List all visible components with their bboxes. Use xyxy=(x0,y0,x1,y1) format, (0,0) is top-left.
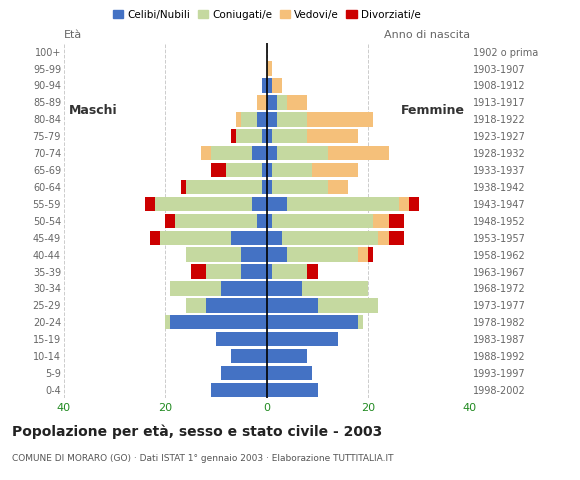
Bar xyxy=(267,197,287,211)
Bar xyxy=(374,214,389,228)
Text: Anno di nascita: Anno di nascita xyxy=(384,30,470,40)
Bar xyxy=(165,315,171,329)
Bar xyxy=(267,129,272,144)
Bar xyxy=(150,230,160,245)
Bar xyxy=(287,248,358,262)
Bar xyxy=(262,129,267,144)
Bar xyxy=(389,230,404,245)
Bar xyxy=(160,230,231,245)
Bar xyxy=(262,180,267,194)
Bar xyxy=(328,180,348,194)
Bar xyxy=(216,332,267,347)
Bar xyxy=(368,248,374,262)
Bar xyxy=(358,315,363,329)
Bar xyxy=(267,78,272,93)
Bar xyxy=(267,146,277,160)
Bar xyxy=(272,129,307,144)
Bar xyxy=(287,95,307,109)
Bar xyxy=(267,248,287,262)
Bar xyxy=(241,248,267,262)
Bar xyxy=(211,163,226,177)
Bar xyxy=(272,214,374,228)
Bar xyxy=(398,197,409,211)
Bar xyxy=(231,230,267,245)
Bar xyxy=(307,112,374,127)
Bar xyxy=(277,112,307,127)
Bar xyxy=(171,315,267,329)
Bar xyxy=(267,366,313,380)
Bar xyxy=(191,264,206,279)
Bar xyxy=(267,230,282,245)
Bar xyxy=(206,264,241,279)
Bar xyxy=(186,180,262,194)
Bar xyxy=(186,298,206,312)
Text: COMUNE DI MORARO (GO) · Dati ISTAT 1° gennaio 2003 · Elaborazione TUTTITALIA.IT: COMUNE DI MORARO (GO) · Dati ISTAT 1° ge… xyxy=(12,454,393,463)
Bar xyxy=(236,129,262,144)
Bar xyxy=(221,281,267,296)
Bar xyxy=(267,163,272,177)
Bar xyxy=(145,197,155,211)
Bar xyxy=(267,61,272,76)
Bar xyxy=(180,180,186,194)
Text: Femmine: Femmine xyxy=(401,104,465,117)
Text: Maschi: Maschi xyxy=(69,104,118,117)
Bar xyxy=(307,129,358,144)
Bar xyxy=(165,214,175,228)
Bar xyxy=(358,248,368,262)
Bar xyxy=(389,214,404,228)
Bar xyxy=(277,146,328,160)
Legend: Celibi/Nubili, Coniugati/e, Vedovi/e, Divorziati/e: Celibi/Nubili, Coniugati/e, Vedovi/e, Di… xyxy=(109,5,425,24)
Bar xyxy=(262,78,267,93)
Bar xyxy=(241,264,267,279)
Bar xyxy=(236,112,241,127)
Bar xyxy=(221,366,267,380)
Bar xyxy=(211,146,252,160)
Bar xyxy=(241,112,256,127)
Bar xyxy=(155,197,252,211)
Bar xyxy=(211,383,267,397)
Bar xyxy=(186,248,241,262)
Bar xyxy=(277,95,287,109)
Bar xyxy=(378,230,389,245)
Text: Popolazione per età, sesso e stato civile - 2003: Popolazione per età, sesso e stato civil… xyxy=(12,425,382,439)
Bar xyxy=(256,95,267,109)
Bar xyxy=(272,163,313,177)
Bar xyxy=(307,264,317,279)
Bar xyxy=(328,146,389,160)
Bar xyxy=(267,180,272,194)
Bar xyxy=(267,112,277,127)
Bar xyxy=(171,281,221,296)
Bar xyxy=(267,95,277,109)
Bar xyxy=(267,332,338,347)
Bar xyxy=(287,197,398,211)
Bar xyxy=(409,197,419,211)
Bar xyxy=(267,298,317,312)
Bar xyxy=(252,197,267,211)
Bar xyxy=(272,180,328,194)
Bar xyxy=(256,214,267,228)
Bar xyxy=(226,163,262,177)
Text: Età: Età xyxy=(64,30,82,40)
Bar xyxy=(267,315,358,329)
Bar xyxy=(302,281,368,296)
Bar xyxy=(201,146,211,160)
Bar xyxy=(267,383,317,397)
Bar xyxy=(282,230,378,245)
Bar xyxy=(252,146,267,160)
Bar xyxy=(231,129,236,144)
Bar xyxy=(313,163,358,177)
Bar xyxy=(175,214,256,228)
Bar xyxy=(267,264,272,279)
Bar xyxy=(317,298,378,312)
Bar xyxy=(267,349,307,363)
Bar xyxy=(262,163,267,177)
Bar xyxy=(272,78,282,93)
Bar xyxy=(206,298,267,312)
Bar xyxy=(267,281,302,296)
Bar xyxy=(272,264,307,279)
Bar xyxy=(231,349,267,363)
Bar xyxy=(267,214,272,228)
Bar xyxy=(256,112,267,127)
